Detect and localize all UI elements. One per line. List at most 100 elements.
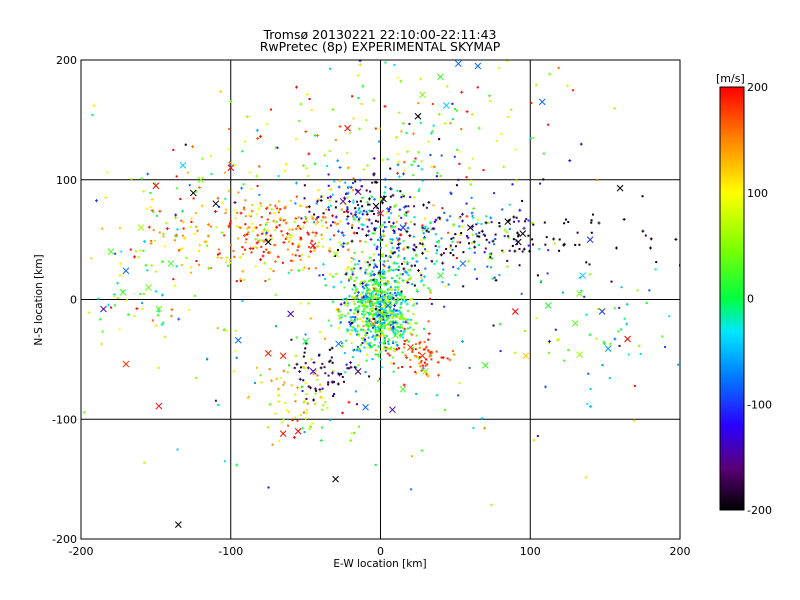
data-point <box>350 239 354 243</box>
data-point <box>324 401 327 404</box>
data-point <box>407 322 410 325</box>
data-point <box>368 203 371 206</box>
data-point <box>401 316 404 319</box>
data-point <box>405 356 409 360</box>
data-point <box>152 210 155 213</box>
data-point <box>355 317 359 321</box>
data-point <box>303 197 306 200</box>
data-point <box>248 246 252 250</box>
data-point <box>358 425 361 428</box>
data-point <box>392 314 395 317</box>
data-point <box>294 181 298 185</box>
data-point <box>356 310 359 313</box>
data-point <box>294 400 297 403</box>
data-point <box>284 237 287 240</box>
data-point <box>385 347 388 350</box>
data-point <box>342 233 346 237</box>
data-point <box>472 207 476 211</box>
data-point <box>641 195 644 198</box>
data-point <box>194 294 197 297</box>
data-point <box>428 289 431 292</box>
data-point <box>383 273 386 276</box>
data-point <box>368 280 371 283</box>
data-point <box>279 208 282 211</box>
data-point <box>179 197 182 200</box>
data-point <box>361 84 365 88</box>
data-point <box>357 347 360 350</box>
data-point <box>327 184 330 187</box>
data-point <box>355 288 358 291</box>
data-point <box>364 233 368 237</box>
x-tick-label: 0 <box>377 545 384 558</box>
data-point <box>223 234 226 237</box>
data-point <box>87 311 91 315</box>
data-point <box>375 180 379 184</box>
data-point <box>172 148 175 151</box>
data-point <box>515 216 518 219</box>
data-point <box>389 348 392 351</box>
data-point <box>383 337 386 340</box>
data-point <box>452 352 456 356</box>
data-point <box>490 252 493 255</box>
data-point <box>287 424 290 427</box>
data-point <box>322 273 325 276</box>
data-point <box>485 215 488 218</box>
data-point <box>639 352 642 355</box>
data-point <box>292 260 295 263</box>
data-point <box>256 137 260 141</box>
cross-point <box>294 427 302 435</box>
data-point <box>475 222 479 226</box>
data-point <box>350 319 353 322</box>
data-point <box>391 312 394 315</box>
data-point <box>228 164 231 167</box>
data-point <box>349 185 353 189</box>
cross-point <box>380 195 387 203</box>
data-point <box>352 199 355 202</box>
data-point <box>391 293 394 296</box>
data-point <box>277 175 280 178</box>
data-point <box>350 342 353 345</box>
data-point <box>396 296 400 300</box>
data-point <box>408 234 412 238</box>
data-point <box>401 193 404 196</box>
data-point <box>375 334 378 337</box>
data-point <box>590 231 593 234</box>
data-point <box>425 206 428 209</box>
data-point <box>402 260 406 264</box>
data-point <box>449 215 452 218</box>
data-point <box>244 223 247 226</box>
data-point <box>273 260 277 264</box>
data-point <box>390 188 393 191</box>
data-point <box>380 290 383 293</box>
data-point <box>382 195 385 198</box>
data-point <box>623 317 626 320</box>
data-point <box>379 304 382 307</box>
data-point <box>451 102 454 105</box>
data-point <box>366 305 369 308</box>
data-point <box>300 237 303 240</box>
data-point <box>262 230 265 233</box>
data-point <box>304 333 307 336</box>
data-point <box>379 377 382 380</box>
data-point <box>348 332 352 336</box>
data-point <box>142 292 145 295</box>
data-point <box>395 309 398 312</box>
data-point <box>360 292 364 296</box>
data-point <box>373 243 376 246</box>
data-point <box>288 236 291 239</box>
data-point <box>501 249 504 252</box>
data-point <box>397 316 400 319</box>
cross-point <box>372 202 380 210</box>
data-point <box>378 127 381 130</box>
data-point <box>253 381 256 384</box>
data-point <box>173 284 177 288</box>
data-point <box>396 255 399 258</box>
data-point <box>294 254 297 257</box>
data-point <box>552 237 556 241</box>
data-point <box>281 261 284 264</box>
data-point <box>367 288 370 291</box>
data-point <box>250 222 253 225</box>
data-point <box>198 263 201 266</box>
data-point <box>494 233 497 236</box>
data-point <box>187 171 190 174</box>
